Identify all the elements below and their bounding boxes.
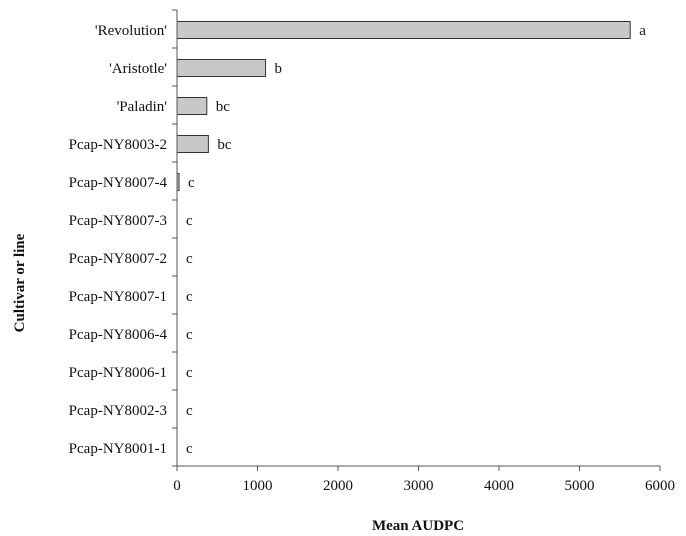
category-label: Pcap-NY8003-2: [69, 137, 167, 153]
bar: [176, 59, 267, 77]
category-label: Pcap-NY8001-1: [69, 441, 167, 457]
category-label: 'Aristotle': [109, 61, 167, 77]
x-tick-label: 6000: [645, 478, 675, 494]
axes: 0 1000 2000 3000 4000 5000 6000: [172, 9, 675, 494]
x-tick-label: 3000: [404, 478, 434, 494]
significance-letter: c: [186, 213, 193, 229]
significance-letter: c: [186, 327, 193, 343]
x-tick-label: 2000: [323, 478, 353, 494]
significance-letter: bc: [217, 137, 232, 153]
significance-letter: c: [186, 403, 193, 419]
x-tick-label: 5000: [565, 478, 595, 494]
significance-letter: c: [186, 251, 193, 267]
category-label: 'Revolution': [95, 23, 167, 39]
significance-letter: c: [188, 175, 195, 191]
x-tick-label: 1000: [243, 478, 273, 494]
category-label: Pcap-NY8007-2: [69, 251, 167, 267]
bar: [176, 97, 208, 115]
bar: [176, 21, 631, 39]
category-label: Pcap-NY8007-1: [69, 289, 167, 305]
x-tick-label: 4000: [484, 478, 514, 494]
x-tick-label: 0: [173, 478, 181, 494]
category-label: Pcap-NY8006-1: [69, 365, 167, 381]
x-axis-title: Mean AUDPC: [372, 518, 464, 534]
significance-letters: a b bc bc c c c c c c c c: [186, 23, 646, 457]
y-axis-title: Cultivar or line: [12, 233, 28, 332]
bars-layer: [176, 21, 631, 191]
bar: [176, 135, 209, 153]
category-labels: 'Revolution' 'Aristotle' 'Paladin' Pcap-NY8…: [69, 23, 168, 457]
significance-letter: c: [186, 365, 193, 381]
significance-letter: a: [639, 23, 646, 39]
significance-letter: bc: [216, 99, 231, 115]
significance-letter: b: [275, 61, 283, 77]
significance-letter: c: [186, 441, 193, 457]
category-label: Pcap-NY8007-4: [69, 175, 168, 191]
category-label: Pcap-NY8006-4: [69, 327, 168, 343]
category-label: Pcap-NY8007-3: [69, 213, 167, 229]
significance-letter: c: [186, 289, 193, 305]
category-label: Pcap-NY8002-3: [69, 403, 167, 419]
category-label: 'Paladin': [117, 99, 168, 115]
